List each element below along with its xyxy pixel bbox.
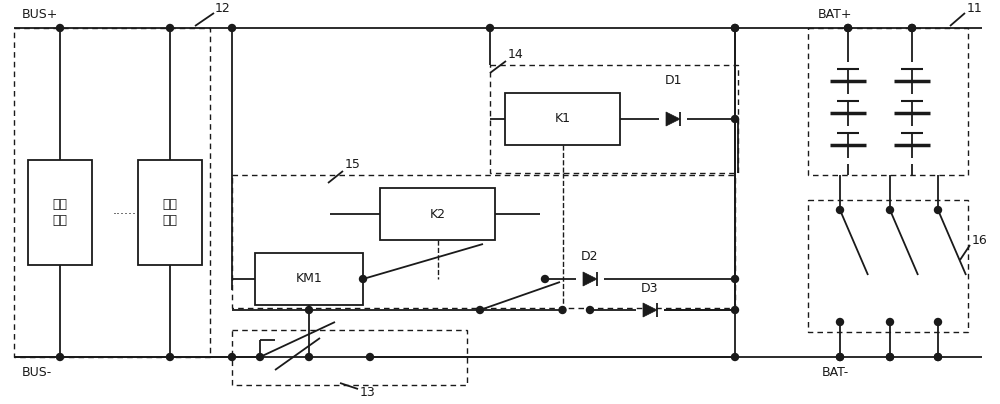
Text: K2: K2 (430, 208, 446, 221)
Polygon shape (643, 303, 657, 317)
Circle shape (360, 276, 366, 282)
Circle shape (486, 25, 494, 32)
Circle shape (887, 354, 894, 360)
Circle shape (166, 25, 174, 32)
Bar (138, 160, 202, 265)
Circle shape (934, 354, 942, 360)
Text: 整流
模块: 整流 模块 (52, 198, 68, 227)
Text: D3: D3 (641, 282, 659, 295)
Bar (232, 175, 735, 308)
Text: K1: K1 (554, 112, 570, 126)
Circle shape (934, 206, 942, 213)
Text: D1: D1 (664, 74, 682, 86)
Circle shape (56, 354, 64, 360)
Text: BAT-: BAT- (821, 366, 849, 379)
Circle shape (732, 25, 738, 32)
Circle shape (836, 318, 844, 326)
Circle shape (559, 307, 566, 314)
Circle shape (256, 354, 264, 360)
Circle shape (166, 354, 174, 360)
Circle shape (934, 318, 942, 326)
Circle shape (934, 354, 942, 360)
Circle shape (306, 354, 312, 360)
Text: 12: 12 (215, 2, 231, 15)
Circle shape (844, 25, 852, 32)
Text: 15: 15 (345, 158, 361, 172)
Circle shape (477, 307, 484, 314)
Circle shape (887, 354, 894, 360)
Bar (505, 93, 620, 145)
Circle shape (732, 354, 738, 360)
Circle shape (908, 25, 916, 32)
Bar (490, 65, 738, 173)
Bar (28, 160, 92, 265)
Circle shape (542, 276, 548, 282)
Circle shape (836, 354, 844, 360)
Text: D2: D2 (581, 250, 599, 263)
Bar (255, 253, 363, 305)
Polygon shape (666, 112, 680, 126)
Circle shape (908, 25, 916, 32)
Bar (232, 330, 467, 385)
Circle shape (228, 25, 236, 32)
Circle shape (887, 318, 894, 326)
Text: 16: 16 (972, 234, 988, 246)
Circle shape (732, 307, 738, 314)
Circle shape (56, 25, 64, 32)
Text: ......: ...... (113, 204, 137, 217)
Text: 11: 11 (967, 2, 983, 15)
Polygon shape (583, 272, 597, 286)
Circle shape (887, 206, 894, 213)
Circle shape (366, 354, 374, 360)
Circle shape (586, 307, 594, 314)
Text: BUS-: BUS- (22, 366, 52, 379)
Bar (808, 28, 968, 175)
Text: 14: 14 (508, 48, 524, 61)
Text: 13: 13 (360, 387, 376, 400)
Circle shape (836, 206, 844, 213)
Circle shape (732, 276, 738, 282)
Circle shape (306, 307, 312, 314)
Text: BUS+: BUS+ (22, 8, 58, 21)
Circle shape (732, 116, 738, 122)
Bar (808, 200, 968, 332)
Bar (380, 188, 495, 240)
Text: BAT+: BAT+ (818, 8, 852, 21)
Circle shape (836, 354, 844, 360)
Circle shape (732, 25, 738, 32)
Bar (14, 28, 210, 357)
Text: KM1: KM1 (296, 273, 322, 286)
Text: 整流
模块: 整流 模块 (162, 198, 178, 227)
Circle shape (844, 25, 852, 32)
Circle shape (228, 354, 236, 360)
